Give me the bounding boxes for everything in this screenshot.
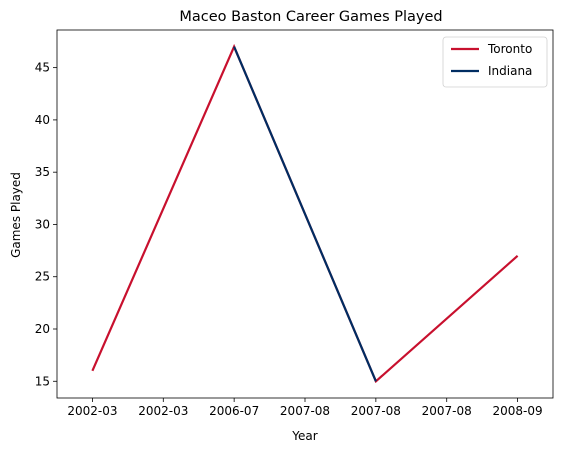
legend-label-indiana: Indiana	[488, 64, 532, 78]
x-tick-label: 2008-09	[493, 404, 543, 418]
x-tick-label: 2002-03	[138, 404, 188, 418]
y-tick-label: 35	[35, 165, 50, 179]
y-tick-label: 45	[35, 61, 50, 75]
x-tick-label: 2002-03	[67, 404, 117, 418]
x-axis-label: Year	[291, 429, 317, 443]
y-tick-label: 20	[35, 322, 50, 336]
chart-title: Maceo Baston Career Games Played	[179, 9, 442, 25]
plot-area: 2002-03 2002-03 2006-07 2007-08 2007-08 2007-…	[35, 29, 554, 418]
y-tick-label: 30	[35, 217, 50, 231]
x-tick-label: 2007-08	[422, 404, 472, 418]
x-tick-label: 2006-07	[209, 404, 259, 418]
x-tick-label: 2007-08	[280, 404, 330, 418]
x-tick-label: 2007-08	[351, 404, 401, 418]
y-tick-label: 40	[35, 113, 50, 127]
legend: Toronto Indiana	[442, 36, 548, 88]
legend-label-toronto: Toronto	[487, 42, 532, 56]
y-tick-label: 15	[35, 374, 50, 388]
series-line-indiana	[233, 46, 377, 382]
y-tick-label: 25	[35, 270, 50, 284]
y-axis-label: Games Played	[9, 172, 23, 258]
